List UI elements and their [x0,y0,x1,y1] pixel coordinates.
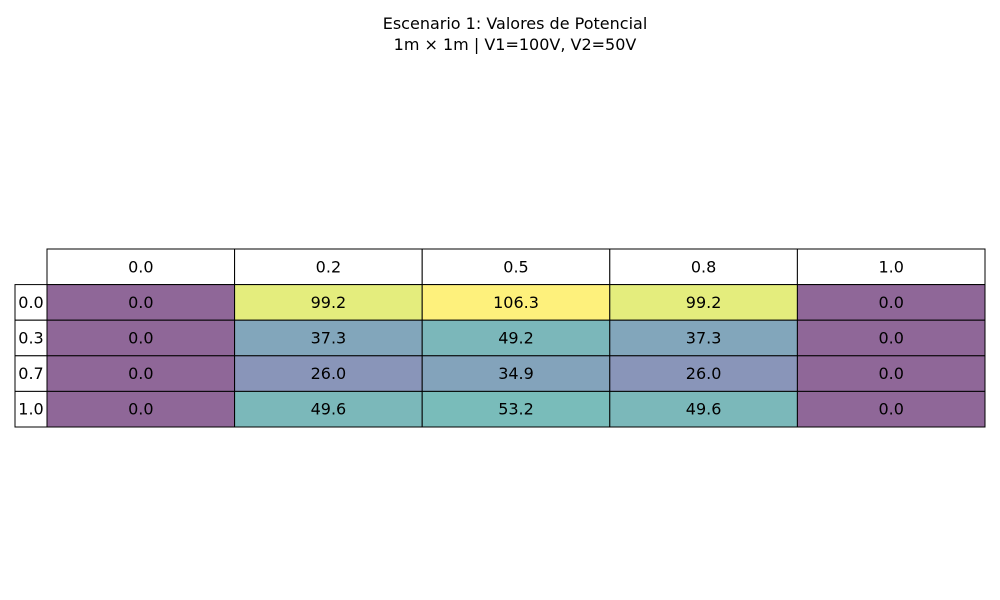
table-cell-value: 0.0 [878,400,903,419]
table-cell-value: 49.2 [498,329,534,348]
table-cell-value: 26.0 [686,364,722,383]
table-cell-value: 0.0 [878,293,903,312]
table-cell-value: 0.0 [128,364,153,383]
row-header-cell [14,319,48,357]
row-header-cell [14,390,48,428]
table-cell [796,319,986,357]
table-cell-value: 34.9 [498,364,534,383]
row-header-label: 0.0 [18,293,43,312]
column-header-label: 0.0 [128,257,153,276]
table-cell-value: 26.0 [311,364,347,383]
table-cell-value: 99.2 [686,293,722,312]
table-cell [609,284,798,321]
column-header-cell [234,248,423,286]
table-cell-value: 0.0 [878,364,903,383]
table-cell [796,390,986,428]
table-cell-value: 49.6 [686,400,722,419]
table-cell [421,284,611,321]
table-cell-value: 53.2 [498,400,534,419]
table-cell [234,319,423,357]
table-cell [609,319,798,357]
column-header-cell [421,248,611,286]
row-header-label: 0.3 [18,329,43,348]
table-cell-value: 49.6 [311,400,347,419]
chart-subtitle: 1m × 1m | V1=100V, V2=50V [394,35,637,54]
column-header-label: 0.2 [316,257,341,276]
potential-table: 0.0 0.2 0.5 0.8 1.0 0.0 0.0 99.2 106.3 99.2 0.0 0.3… [14,248,986,428]
table-cell [46,355,236,392]
row-header-label: 1.0 [18,400,43,419]
row-header-cell [14,355,48,392]
column-header-label: 1.0 [878,257,903,276]
table-cell-value: 99.2 [311,293,347,312]
column-header-label: 0.5 [503,257,528,276]
table-cell-value: 0.0 [878,329,903,348]
column-header-label: 0.8 [691,257,716,276]
table-cell [46,319,236,357]
table-cell-value: 37.3 [311,329,347,348]
table-cell-value: 0.0 [128,293,153,312]
table-cell-value: 106.3 [493,293,539,312]
table-cell [421,319,611,357]
table-cell [421,355,611,392]
table-cell [609,355,798,392]
table-cell-value: 0.0 [128,329,153,348]
table-cell-value: 37.3 [686,329,722,348]
table-cell [234,284,423,321]
row-header-label: 0.7 [18,364,43,383]
column-header-cell [46,248,236,286]
table-cell [46,390,236,428]
table-cell [796,355,986,392]
table-cell [234,355,423,392]
table-cell-value: 0.0 [128,400,153,419]
chart-title: Escenario 1: Valores de Potencial [383,14,648,33]
table-cell [234,390,423,428]
